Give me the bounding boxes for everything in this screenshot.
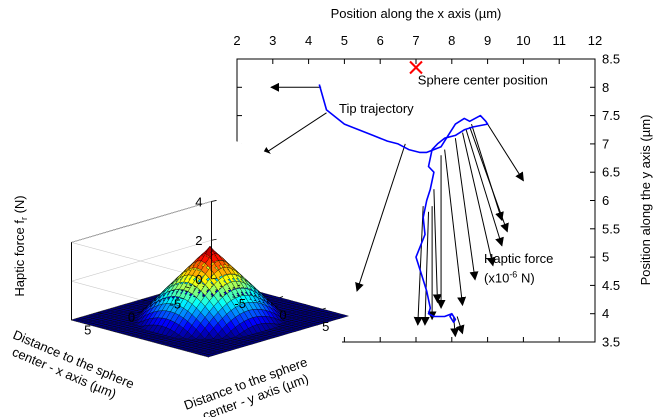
- y-tick-label: 4.5: [602, 278, 620, 293]
- x-tick-label: 6: [377, 33, 384, 48]
- x-tick-label: 5: [341, 33, 348, 48]
- y-tick-label: 7: [602, 136, 609, 151]
- x-tick-label: 2: [233, 33, 240, 48]
- x-tick-label: 10: [516, 33, 530, 48]
- haptic-force-arrow: [357, 144, 405, 291]
- x-tick-label: 9: [484, 33, 491, 48]
- haptic-force-arrow: [425, 212, 429, 325]
- haptic-force-arrow: [434, 189, 438, 302]
- y-tick-label: 8: [602, 80, 609, 95]
- surface-y-tick-label: 0: [279, 308, 286, 323]
- haptic-force-arrow: [488, 124, 524, 181]
- tip-trajectory-line: [319, 85, 487, 323]
- y-tick-label: 8.5: [602, 52, 620, 67]
- y-tick-label: 6: [602, 193, 609, 208]
- haptic-force-arrow: [463, 133, 493, 266]
- haptic-force-arrow: [457, 317, 462, 334]
- annotation-tip-trajectory: Tip trajectory: [339, 101, 414, 116]
- z-tick-label: 2: [195, 233, 202, 248]
- x-tick-label: 11: [552, 33, 566, 48]
- z-axis-label-main: Haptic force f: [12, 220, 27, 297]
- x-axis-label: Position along the x axis (µm): [331, 6, 502, 21]
- unit-suffix: N): [517, 271, 534, 286]
- y-tick-label: 5: [602, 250, 609, 265]
- unit-exponent: -6: [509, 270, 517, 280]
- z-tick-label: 0: [195, 272, 202, 287]
- z-axis-label-tail: (N): [12, 195, 27, 217]
- haptic-force-arrow: [262, 113, 326, 155]
- y-tick-label: 4: [602, 306, 609, 321]
- x-tick-label: 8: [448, 33, 455, 48]
- surface-x-tick-label: -5: [169, 297, 181, 312]
- z-axis-label: Haptic force fr (N): [12, 195, 29, 296]
- x-tick-label: 12: [588, 33, 602, 48]
- x-tick-label: 4: [305, 33, 312, 48]
- haptic-force-arrow: [471, 124, 501, 220]
- annotation-force-unit: (x10-6 N): [484, 270, 535, 286]
- x-tick-label: 3: [269, 33, 276, 48]
- unit-prefix: (x10: [484, 271, 509, 286]
- annotations: Sphere center position Tip trajectory Ha…: [339, 72, 553, 285]
- annotation-sphere-center: Sphere center position: [418, 72, 548, 87]
- annotation-haptic-force: Haptic force: [484, 251, 553, 266]
- y-tick-label: 5.5: [602, 221, 620, 236]
- surface-x-tick-label: 0: [128, 310, 135, 325]
- y-tick-label: 7.5: [602, 108, 620, 123]
- x-tick-label: 7: [412, 33, 419, 48]
- y-tick-label: 6.5: [602, 165, 620, 180]
- surface-y-tick-label: 5: [322, 319, 329, 334]
- surface-chart: 024-505-505 Haptic force fr (N) Distance…: [0, 140, 349, 417]
- surface-y-tick-label: -5: [234, 296, 246, 311]
- y-tick-label: 3.5: [602, 335, 620, 350]
- z-tick-label: 4: [195, 194, 202, 209]
- y-axis-label: Position along the y axis (µm): [638, 115, 653, 286]
- surface-x-tick-label: 5: [84, 322, 91, 337]
- haptic-force-arrow: [455, 138, 475, 279]
